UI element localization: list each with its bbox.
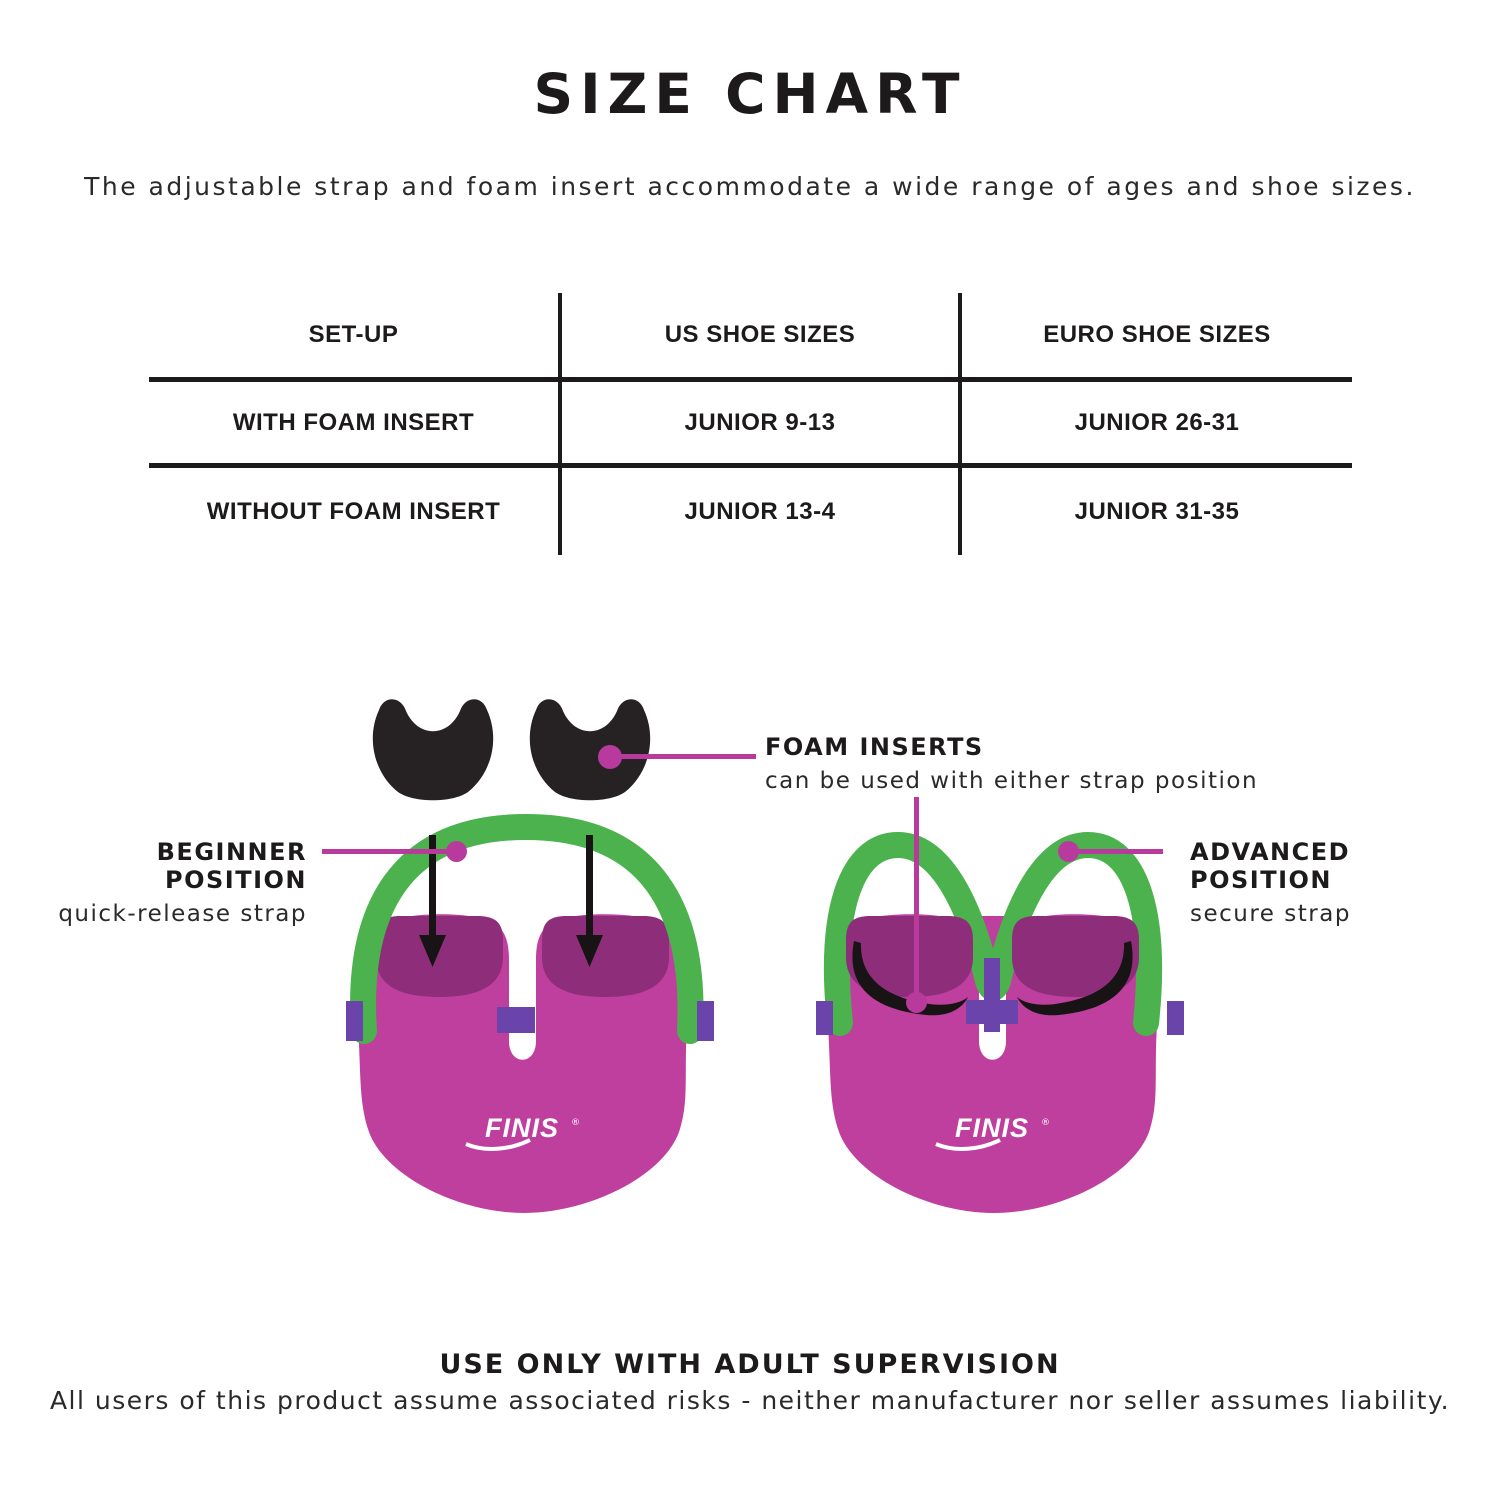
foam-insert-in-pocket	[1017, 941, 1133, 1016]
advanced-position-label: ADVANCED POSITION secure strap	[1190, 838, 1490, 927]
side-buckle	[816, 1001, 833, 1035]
beginner-position-label: BEGINNER POSITION quick-release strap	[40, 838, 307, 927]
svg-text:FINIS: FINIS	[485, 1113, 559, 1143]
advanced-position-subtitle: secure strap	[1190, 901, 1351, 927]
svg-text:®: ®	[1041, 1118, 1050, 1128]
beginner-callout-dot	[446, 841, 467, 862]
size-table: SET-UP US SHOE SIZES EURO SHOE SIZES WIT…	[149, 293, 1352, 555]
foam-callout-dot	[598, 745, 622, 769]
table-cell-euro-without-foam: JUNIOR 31-35	[962, 463, 1352, 555]
center-buckle	[497, 1007, 535, 1033]
foam-insert-icon	[372, 699, 494, 801]
foam-callout-line	[610, 754, 756, 759]
page-title: SIZE CHART	[533, 62, 967, 126]
arrow-down-icon	[576, 835, 603, 967]
foam-pocket-callout-dot	[906, 992, 927, 1013]
beginner-callout-line	[322, 849, 459, 854]
foot-pocket	[1012, 916, 1139, 997]
foam-pocket-callout-line	[914, 797, 919, 1000]
foam-inserts-subtitle: can be used with either strap position	[765, 768, 1259, 794]
table-header-setup: SET-UP	[308, 321, 399, 348]
table-cell-setup-without-foam: WITHOUT FOAM INSERT	[149, 463, 558, 555]
strap-quick-release	[350, 813, 704, 1044]
center-buckle	[966, 1000, 1018, 1024]
table-cell-setup-with-foam: WITH FOAM INSERT	[149, 377, 558, 463]
side-buckle	[346, 1001, 363, 1041]
supervision-warning: USE ONLY WITH ADULT SUPERVISION	[439, 1349, 1061, 1380]
table-cell-us-without-foam: JUNIOR 13-4	[558, 463, 962, 555]
finis-logo: FINIS ®	[935, 1113, 1050, 1151]
foot-pocket	[542, 916, 669, 997]
beginner-position-title: BEGINNER POSITION	[156, 838, 307, 894]
foam-inserts-label: FOAM INSERTS can be used with either str…	[765, 733, 1285, 794]
liability-disclaimer: All users of this product assume associa…	[49, 1386, 1451, 1415]
advanced-callout-dot	[1058, 841, 1079, 862]
table-header-euro-sizes: EURO SHOE SIZES	[1043, 321, 1271, 348]
beginner-position-subtitle: quick-release strap	[58, 901, 307, 927]
svg-text:FINIS: FINIS	[955, 1113, 1029, 1143]
foam-inserts-title: FOAM INSERTS	[765, 733, 984, 761]
side-buckle	[1167, 1001, 1184, 1035]
table-cell-us-with-foam: JUNIOR 9-13	[558, 377, 962, 463]
advanced-position-title: ADVANCED POSITION	[1190, 838, 1351, 894]
foot-pocket	[846, 916, 973, 997]
arrow-down-icon	[419, 835, 446, 967]
finis-logo: FINIS ®	[465, 1113, 580, 1151]
fin-illustration-beginner: FINIS ®	[346, 699, 714, 1213]
advanced-callout-line	[1070, 849, 1163, 854]
svg-text:®: ®	[571, 1118, 580, 1128]
page-subtitle: The adjustable strap and foam insert acc…	[84, 172, 1416, 201]
foot-pocket	[376, 916, 503, 997]
foam-insert-in-pocket	[852, 941, 968, 1016]
side-buckle	[697, 1001, 714, 1041]
table-cell-euro-with-foam: JUNIOR 26-31	[962, 377, 1352, 463]
table-header-us-sizes: US SHOE SIZES	[558, 293, 962, 377]
fin-illustration-advanced: FINIS ®	[816, 831, 1184, 1213]
foam-insert-icon	[529, 699, 651, 801]
